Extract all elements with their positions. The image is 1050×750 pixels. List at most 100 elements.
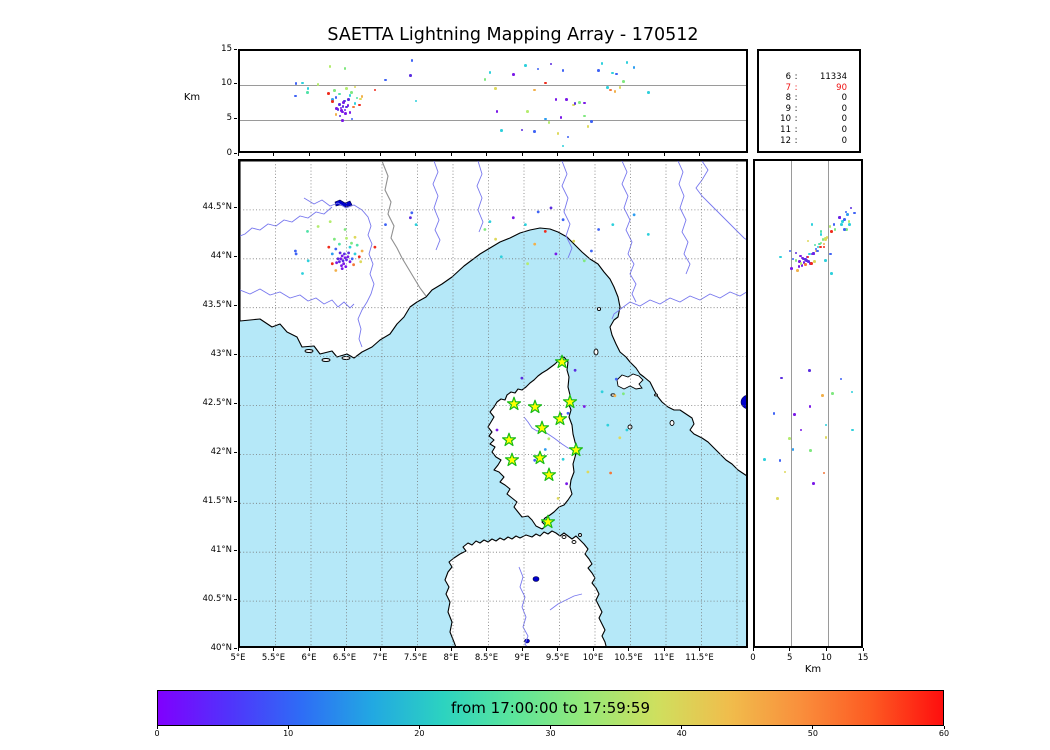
colorbar-time-range-label: from 17:00:00 to 17:59:59 [450, 699, 650, 717]
colon: : [794, 103, 798, 114]
lightning-point [613, 89, 617, 93]
source-count-value: 90 [836, 82, 847, 93]
lightning-point [353, 85, 357, 89]
lightning-point [573, 102, 577, 105]
right-altitude-tick-label: 0 [750, 653, 756, 663]
lightning-point [536, 67, 540, 71]
tick-mark [699, 648, 700, 651]
tick-mark [557, 648, 558, 651]
lightning-point [336, 257, 340, 261]
lightning-point [597, 69, 600, 72]
lightning-point [807, 368, 811, 372]
lightning-point [335, 261, 338, 265]
colon: : [794, 93, 798, 104]
lightning-point [338, 114, 342, 118]
small-islands [304, 306, 675, 544]
tick-mark [344, 648, 345, 651]
tick-mark [825, 648, 827, 651]
lon-tick-label: 9.5°E [545, 653, 570, 663]
lightning-point [373, 88, 377, 92]
lightning-point [565, 482, 568, 486]
lightning-point [345, 105, 348, 109]
lightning-point [524, 223, 527, 226]
lightning-point [350, 241, 353, 245]
lightning-point [788, 437, 791, 441]
lightning-point [348, 260, 352, 264]
lightning-point [810, 262, 813, 265]
source-count-row: 8: 0 [759, 93, 859, 104]
lightning-point [829, 252, 832, 256]
lightning-point [799, 428, 803, 432]
altitude-axis-label: Km [183, 92, 201, 103]
tick-mark [308, 153, 310, 156]
lightning-point [301, 272, 304, 275]
lightning-point [512, 73, 515, 76]
lightning-point [483, 228, 487, 231]
lightning-point [829, 230, 833, 233]
lon-tick-label: 7°E [372, 653, 388, 663]
lightning-point [840, 223, 843, 226]
lightning-point [359, 260, 363, 264]
lat-tick-label lat-label: 42°N [210, 446, 232, 457]
lightning-point [339, 257, 343, 261]
tick-mark [237, 153, 239, 156]
source-count-row: 10: 0 [759, 114, 859, 125]
lightning-point [536, 210, 540, 214]
lightning-point [791, 448, 795, 451]
lightning-point [807, 252, 811, 256]
lightning-point [776, 497, 780, 500]
lightning-point [793, 413, 796, 416]
lightning-point [316, 225, 320, 228]
lightning-point [333, 89, 336, 92]
lightning-point [806, 255, 810, 259]
lightning-point [414, 99, 418, 103]
tick-mark [943, 726, 945, 729]
lightning-point [561, 144, 565, 148]
tick-mark [234, 500, 237, 502]
lightning-point [554, 98, 558, 101]
tick-mark [234, 117, 237, 119]
lightning-point [790, 267, 793, 270]
colon: : [794, 114, 798, 125]
tick-mark [308, 648, 310, 651]
country-border [381, 161, 427, 297]
tick-mark [450, 648, 452, 651]
source-count-row: 12: 0 [759, 136, 859, 147]
tick-mark [234, 152, 237, 154]
lightning-point [646, 91, 650, 94]
lightning-point [813, 260, 816, 264]
lon-tick-label: 5°E [230, 653, 246, 663]
lightning-point [357, 103, 361, 107]
lightning-point [348, 94, 352, 97]
station-marker [552, 411, 568, 426]
lat-tick-label lat-label: 40.5°N [202, 593, 232, 604]
station-marker [541, 467, 557, 481]
lightning-point [821, 394, 824, 397]
lightning-point [495, 110, 499, 113]
lightning-point [334, 113, 338, 117]
lightning-point [622, 80, 625, 83]
station-markers [502, 354, 583, 529]
lightning-point [586, 470, 590, 474]
lightning-point [613, 394, 617, 398]
lightning-point [410, 211, 414, 215]
tick-mark [450, 153, 452, 156]
lightning-point [572, 103, 575, 107]
tick-mark [234, 48, 237, 50]
lightning-point [794, 259, 798, 263]
lightning-point [524, 64, 527, 67]
tick-mark [663, 648, 665, 651]
lightning-point [340, 119, 344, 122]
altitude-tick-label alty-label: 5 [226, 112, 232, 123]
colorbar-tick-label: 40 [676, 729, 687, 738]
lightning-point [330, 262, 334, 266]
lightning-point [812, 482, 815, 486]
lightning-point [355, 243, 359, 247]
lightning-point [849, 206, 853, 210]
colorbar-tick-label: 30 [545, 729, 556, 738]
tick-mark [628, 153, 629, 156]
lightning-point [802, 261, 806, 264]
lightning-point [831, 392, 835, 396]
lightning-point [814, 247, 818, 251]
lightning-point [821, 237, 825, 241]
